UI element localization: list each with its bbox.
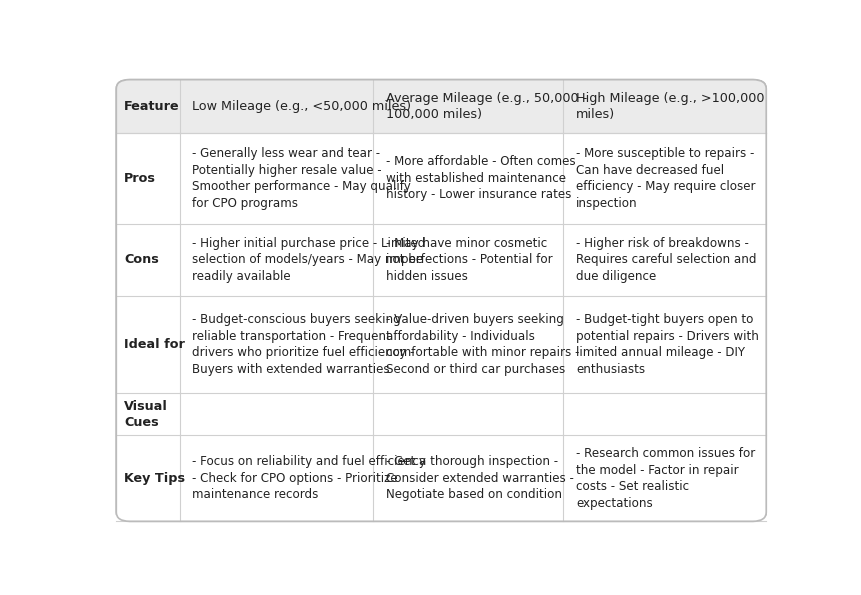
Text: Pros: Pros (124, 172, 156, 185)
Text: - Research common issues for
the model - Factor in repair
costs - Set realistic
: - Research common issues for the model -… (576, 447, 755, 509)
Bar (116, 393, 766, 436)
Bar (116, 133, 766, 224)
Text: - Higher risk of breakdowns -
Requires careful selection and
due diligence: - Higher risk of breakdowns - Requires c… (576, 237, 757, 283)
Bar (116, 107, 766, 133)
Text: - Value-driven buyers seeking
affordability - Individuals
comfortable with minor: - Value-driven buyers seeking affordabil… (386, 314, 579, 376)
Bar (116, 436, 766, 521)
Text: Low Mileage (e.g., <50,000 miles): Low Mileage (e.g., <50,000 miles) (192, 100, 412, 113)
Text: Cons: Cons (124, 253, 159, 267)
FancyBboxPatch shape (116, 80, 766, 521)
Text: - More susceptible to repairs -
Can have decreased fuel
efficiency - May require: - More susceptible to repairs - Can have… (576, 147, 756, 209)
Text: - Get a thorough inspection -
Consider extended warranties -
Negotiate based on : - Get a thorough inspection - Consider e… (386, 455, 573, 502)
Bar (116, 224, 766, 296)
Text: Visual
Cues: Visual Cues (124, 400, 168, 429)
Text: - Higher initial purchase price - Limited
selection of models/years - May not be: - Higher initial purchase price - Limite… (192, 237, 425, 283)
Text: Feature: Feature (124, 100, 180, 113)
Text: High Mileage (e.g., >100,000
miles): High Mileage (e.g., >100,000 miles) (576, 92, 765, 121)
Text: - Generally less wear and tear -
Potentially higher resale value -
Smoother perf: - Generally less wear and tear - Potenti… (192, 147, 411, 209)
Bar (116, 296, 766, 393)
FancyBboxPatch shape (116, 80, 766, 133)
Text: Ideal for: Ideal for (124, 338, 185, 351)
Text: Key Tips: Key Tips (124, 472, 185, 485)
Text: - May have minor cosmetic
imperfections - Potential for
hidden issues: - May have minor cosmetic imperfections … (386, 237, 553, 283)
Text: - More affordable - Often comes
with established maintenance
history - Lower ins: - More affordable - Often comes with est… (386, 155, 575, 202)
Text: Average Mileage (e.g., 50,000 -
100,000 miles): Average Mileage (e.g., 50,000 - 100,000 … (386, 92, 587, 121)
Text: - Budget-conscious buyers seeking
reliable transportation - Frequent
drivers who: - Budget-conscious buyers seeking reliab… (192, 314, 415, 376)
Text: - Budget-tight buyers open to
potential repairs - Drivers with
limited annual mi: - Budget-tight buyers open to potential … (576, 314, 759, 376)
Text: - Focus on reliability and fuel efficiency
- Check for CPO options - Prioritize
: - Focus on reliability and fuel efficien… (192, 455, 426, 502)
